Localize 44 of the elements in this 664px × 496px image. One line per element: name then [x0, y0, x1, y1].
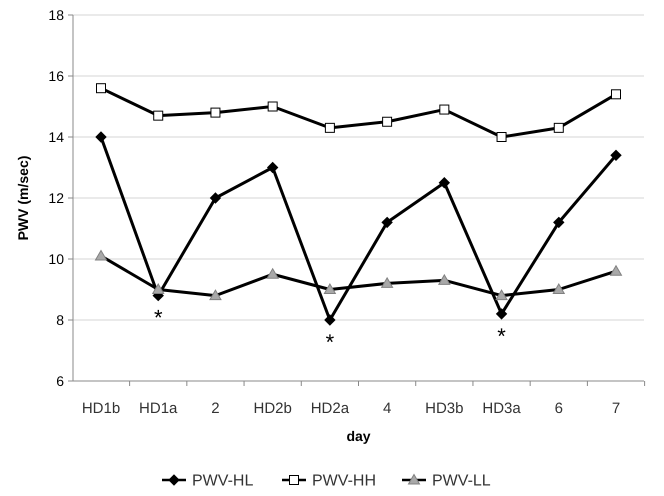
legend-label: PWV-HL	[192, 472, 254, 490]
point	[96, 83, 106, 94]
x-tick-label: HD3b	[425, 400, 464, 417]
point	[324, 314, 336, 326]
x-tick-label: HD2a	[310, 400, 350, 417]
y-tick-label: 8	[56, 312, 64, 328]
point	[611, 89, 621, 100]
point	[267, 162, 278, 173]
point	[496, 308, 508, 320]
x-tick-label: 6	[554, 400, 563, 417]
point	[96, 132, 106, 142]
y-tick-label: 12	[48, 190, 64, 206]
y-tick-label: 16	[48, 68, 64, 84]
y-tick-label: 10	[48, 250, 64, 267]
point	[496, 132, 507, 142]
y-tick-label: 14	[48, 128, 64, 145]
point	[382, 216, 393, 228]
legend-label: PWV-LL	[432, 472, 491, 490]
annotation: *	[154, 305, 163, 330]
point	[382, 116, 392, 127]
annotation: *	[326, 329, 335, 354]
point	[268, 102, 278, 112]
x-tick-label: 7	[612, 400, 620, 417]
x-tick-label: 4	[382, 400, 392, 417]
point	[439, 104, 450, 115]
y-axis-title: PWV (m/sec)	[15, 156, 31, 240]
legend-label: PWV-HH	[312, 472, 376, 490]
point	[553, 216, 564, 228]
point	[153, 110, 164, 121]
x-tick-label: HD1a	[139, 400, 178, 417]
x-tick-label: HD1b	[82, 400, 120, 417]
point	[210, 108, 220, 118]
x-tick-label: HD3a	[482, 400, 522, 417]
x-tick-label: 2	[211, 400, 220, 417]
point	[610, 150, 622, 161]
y-tick-label: 18	[48, 6, 64, 23]
point	[324, 122, 335, 133]
point	[554, 122, 564, 133]
x-tick-label: HD2b	[253, 400, 292, 417]
x-axis-title: day	[346, 428, 371, 444]
y-tick-label: 6	[56, 372, 64, 389]
annotation: *	[497, 323, 506, 348]
point	[210, 192, 221, 204]
point	[438, 177, 450, 188]
